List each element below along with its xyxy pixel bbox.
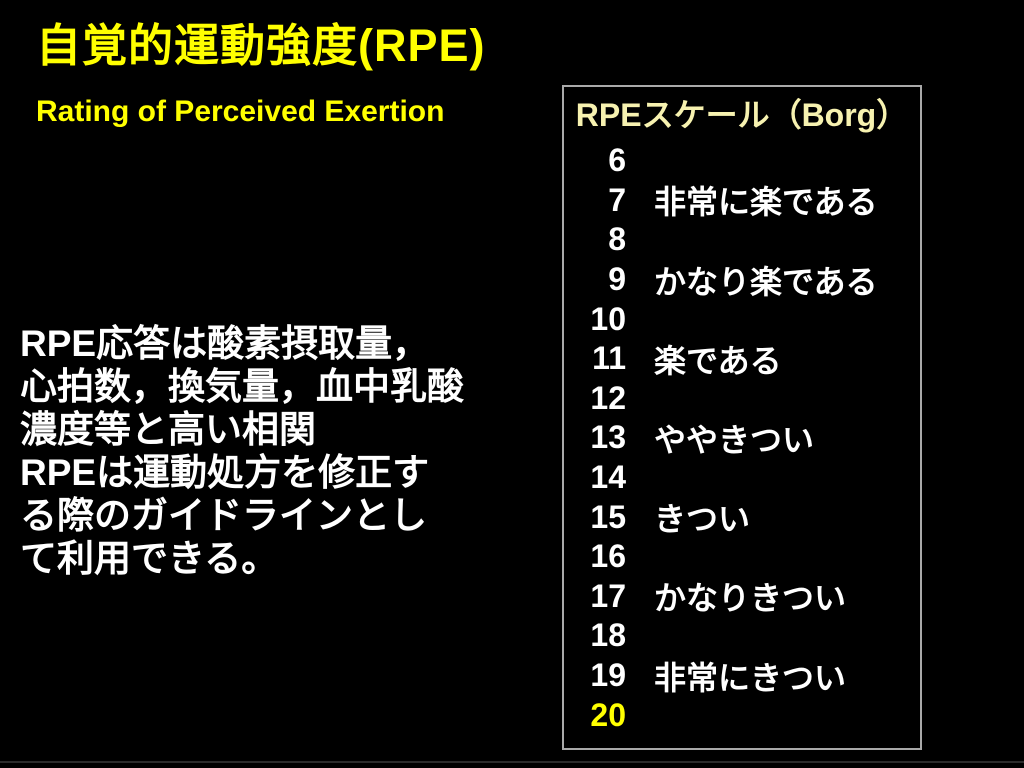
- scale-row-label: 非常に楽である: [654, 184, 878, 221]
- scale-row-label: ややきつい: [654, 421, 815, 458]
- scale-row: 9 かなり楽である: [564, 260, 920, 300]
- slide-title: 自覚的運動強度(RPE): [36, 20, 486, 71]
- scale-row-value: 11: [592, 340, 626, 377]
- scale-row-label: 非常にきつい: [654, 659, 847, 696]
- scale-row-value: 15: [590, 498, 626, 535]
- scale-row-label: きつい: [654, 501, 751, 538]
- scale-row: 11 楽である: [564, 339, 920, 379]
- scale-row: 14: [564, 458, 920, 498]
- scale-row: 17 かなりきつい: [564, 577, 920, 617]
- scale-row-value: 10: [590, 300, 626, 337]
- scale-row-value: 14: [590, 459, 626, 496]
- scale-row: 15 きつい: [564, 497, 920, 538]
- scale-row: 7 非常に楽である: [564, 181, 920, 221]
- scale-row: 20: [564, 695, 920, 735]
- body-line: 心拍数，換気量，血中乳酸: [20, 366, 464, 407]
- scale-row: 16: [564, 537, 920, 577]
- scale-row-label: かなり楽である: [654, 263, 878, 300]
- scale-row-value: 13: [590, 419, 626, 456]
- scale-row: 10: [564, 299, 920, 339]
- scale-row-value: 7: [608, 181, 626, 218]
- scale-row-label: 楽である: [654, 342, 782, 379]
- scale-row-value: 17: [590, 577, 626, 614]
- scale-row: 6: [564, 141, 920, 181]
- rpe-scale-header: RPEスケール（Borg）: [575, 97, 909, 133]
- slide-subtitle: Rating of Perceived Exertion: [36, 95, 445, 128]
- scale-row: 13 ややきつい: [564, 418, 920, 458]
- scale-row: 18: [564, 616, 920, 656]
- scale-row-value: 18: [590, 617, 626, 654]
- slide-bottom-edge: [0, 761, 1024, 763]
- body-line: RPE応答は酸素摂取量，: [20, 323, 430, 364]
- body-line: る際のガイドラインとし: [20, 495, 427, 536]
- scale-row-label: かなりきつい: [654, 580, 847, 617]
- body-line: て利用できる。: [20, 538, 279, 579]
- scale-row-value: 12: [590, 379, 626, 416]
- scale-row-value: 20: [590, 696, 626, 733]
- rpe-scale-box: RPEスケール（Borg） 6 7 非常に楽である 8 9 かなり楽である 10 11 楽である…: [562, 85, 922, 750]
- scale-row: 8: [564, 220, 920, 260]
- body-text-block: RPE応答は酸素摂取量， 心拍数，換気量，血中乳酸 濃度等と高い相関 RPEは運…: [20, 322, 560, 580]
- scale-row: 19 非常にきつい: [564, 656, 920, 696]
- rpe-scale-rows: 6 7 非常に楽である 8 9 かなり楽である 10 11 楽である 12 13 ややきつい 14 15 き…: [564, 141, 920, 735]
- body-line: RPEは運動処方を修正す: [20, 452, 430, 493]
- scale-row: 12: [564, 379, 920, 419]
- scale-row-value: 16: [590, 538, 626, 575]
- scale-row-value: 19: [590, 657, 626, 694]
- body-line: 濃度等と高い相関: [20, 409, 316, 450]
- scale-row-value: 9: [608, 261, 626, 298]
- scale-row-value: 6: [608, 142, 626, 179]
- scale-row-value: 8: [608, 221, 626, 258]
